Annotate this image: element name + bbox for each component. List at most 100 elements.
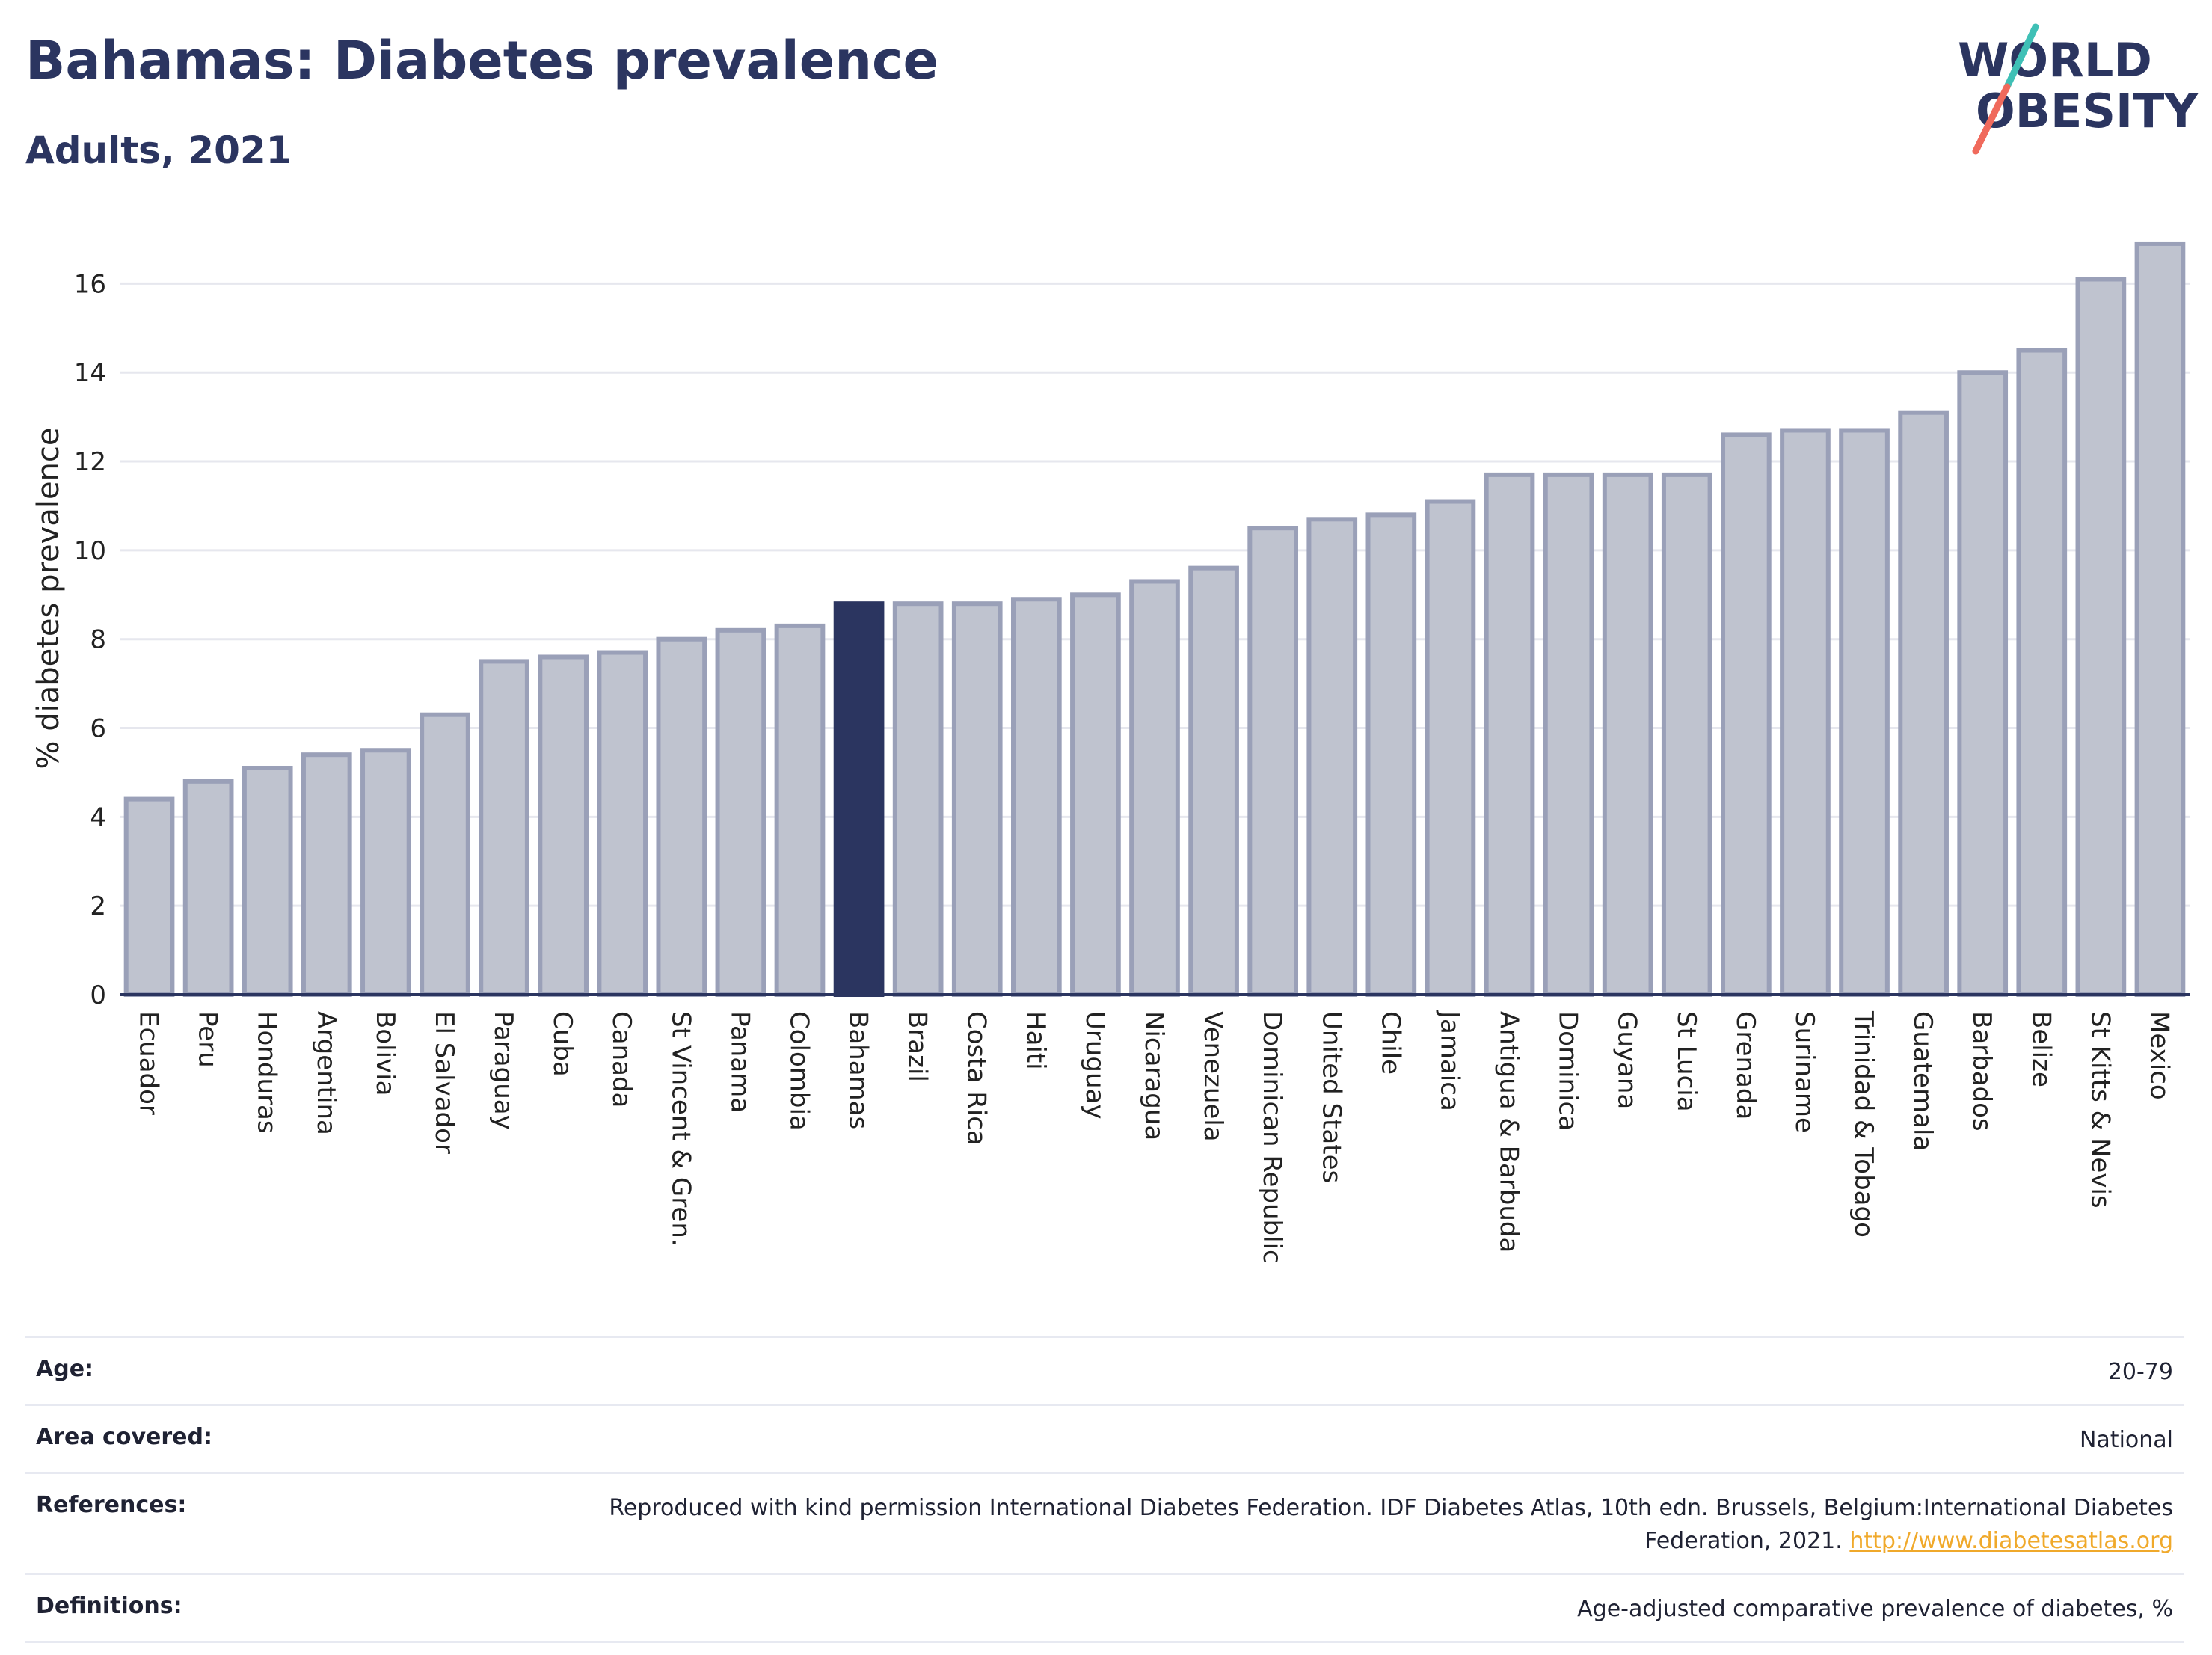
meta-value-text: Reproduced with kind permission Internat…: [609, 1495, 2173, 1554]
y-tick-label: 4: [90, 802, 106, 832]
y-tick-label: 14: [74, 358, 106, 388]
meta-key: Age:: [36, 1356, 94, 1382]
x-tick-label: Belize: [2026, 1011, 2056, 1087]
x-tick-label: Grenada: [1730, 1011, 1760, 1120]
x-tick-label: St Vincent & Gren.: [666, 1011, 695, 1247]
x-tick-label: Dominican Republic: [1257, 1011, 1287, 1264]
bar-canada[interactable]: [597, 650, 648, 997]
x-tick-label: Colombia: [784, 1011, 814, 1131]
bar-venezuela[interactable]: [1188, 565, 1239, 997]
bar-chart: 0 2 4 6 8 10 12 14 16 Ecuador Peru Honduras Argentin…: [31, 241, 2190, 1264]
chart-title: Bahamas: Diabetes prevalence: [25, 30, 939, 91]
bar-haiti[interactable]: [1010, 597, 1062, 997]
y-tick-label: 10: [74, 536, 106, 566]
bar-guatemala[interactable]: [1898, 410, 1949, 997]
x-tick-label: Antigua & Barbuda: [1494, 1011, 1524, 1253]
y-tick-label: 6: [90, 714, 106, 744]
meta-row: Age: 20-79: [25, 1336, 2184, 1404]
bar-united-states[interactable]: [1306, 517, 1358, 997]
x-tick-label: Canada: [606, 1011, 636, 1108]
bar-guyana[interactable]: [1602, 472, 1653, 997]
bar-dominican-republic[interactable]: [1247, 526, 1299, 997]
y-tick-label: 2: [90, 891, 106, 921]
x-tick-label: United States: [1316, 1011, 1346, 1183]
meta-row: References: Reproduced with kind permissi…: [25, 1472, 2184, 1573]
bar-brazil[interactable]: [892, 601, 944, 997]
bar-chile[interactable]: [1365, 512, 1417, 997]
bar-antigua-barbuda[interactable]: [1484, 472, 1535, 997]
meta-row: Area covered: National: [25, 1404, 2184, 1472]
bar-argentina[interactable]: [301, 752, 352, 997]
meta-key: Definitions:: [36, 1593, 182, 1619]
x-tick-label: Paraguay: [488, 1011, 518, 1130]
bar-st-lucia[interactable]: [1661, 472, 1712, 997]
x-tick-label: Panama: [725, 1011, 755, 1113]
x-tick-label: Ecuador: [134, 1011, 164, 1115]
bar-costa-rica[interactable]: [951, 601, 1003, 997]
bar-panama[interactable]: [715, 627, 766, 998]
logo-word-world: WORLD: [1958, 33, 2152, 87]
x-tick-label: Jamaica: [1434, 1010, 1464, 1111]
bar-dominica[interactable]: [1543, 472, 1594, 997]
meta-value: 20-79: [2108, 1356, 2173, 1389]
x-tick-label: Chile: [1375, 1011, 1405, 1075]
x-tick-label: Argentina: [311, 1011, 341, 1135]
labels: 0 2 4 6 8 10 12 14 16 Ecuador Peru Honduras Argentin…: [74, 269, 2175, 1263]
reference-link[interactable]: http://www.diabetesatlas.org: [1849, 1528, 2173, 1554]
world-obesity-logo[interactable]: WORLD OBESITY: [1944, 15, 2199, 165]
x-tick-label: Honduras: [252, 1011, 282, 1134]
meta-value: Reproduced with kind permission Internat…: [603, 1492, 2173, 1558]
x-tick-label: Haiti: [1021, 1011, 1051, 1070]
x-tick-label: Uruguay: [1080, 1011, 1110, 1120]
bar-belize[interactable]: [2016, 348, 2068, 997]
bar-grenada[interactable]: [1721, 432, 1772, 997]
x-tick-label: Nicaragua: [1139, 1011, 1169, 1140]
x-tick-label: St Kitts & Nevis: [2085, 1011, 2115, 1209]
y-tick-label: 12: [74, 447, 106, 477]
x-tick-label: El Salvador: [429, 1011, 459, 1154]
bar-peru[interactable]: [182, 779, 234, 997]
bar-bahamas[interactable]: [833, 601, 885, 997]
meta-key: Area covered:: [36, 1424, 212, 1450]
x-tick-label: Venezuela: [1198, 1011, 1228, 1142]
x-tick-label: Dominica: [1553, 1011, 1583, 1131]
meta-value: National: [2080, 1424, 2173, 1457]
meta-value-text: Age-adjusted comparative prevalence of d…: [1577, 1596, 2173, 1622]
meta-value-text: National: [2079, 1427, 2173, 1453]
bar-el-salvador[interactable]: [420, 712, 470, 997]
x-tick-label: Brazil: [903, 1011, 933, 1082]
meta-key: References:: [36, 1492, 187, 1518]
bar-honduras[interactable]: [242, 766, 293, 997]
bar-suriname[interactable]: [1780, 428, 1831, 997]
x-tick-label: Cuba: [547, 1011, 577, 1077]
x-tick-label: Guyana: [1612, 1011, 1642, 1109]
logo-slash-coral: [1972, 83, 2011, 155]
x-tick-label: Bolivia: [370, 1011, 400, 1096]
bar-barbados[interactable]: [1957, 370, 2009, 997]
bar-st-kitts-nevis[interactable]: [2075, 277, 2127, 997]
x-tick-label: Trinidad & Tobago: [1849, 1010, 1878, 1238]
bars: [123, 241, 2186, 998]
bar-ecuador[interactable]: [123, 796, 175, 998]
bar-mexico[interactable]: [2134, 241, 2186, 997]
y-tick-label: 16: [74, 269, 106, 299]
bar-uruguay[interactable]: [1070, 592, 1121, 997]
meta-row: Definitions: Age-adjusted comparative pre…: [25, 1573, 2184, 1643]
x-tick-label: Mexico: [2144, 1011, 2174, 1100]
chart-subtitle: Adults, 2021: [25, 129, 292, 172]
y-tick-label: 8: [90, 625, 106, 655]
bar-bolivia[interactable]: [360, 748, 411, 997]
x-tick-label: Guatemala: [1908, 1011, 1938, 1151]
bar-cuba[interactable]: [538, 654, 589, 997]
meta-value-text: 20-79: [2107, 1359, 2173, 1385]
bar-st-vincent-gren-[interactable]: [656, 636, 707, 997]
bar-nicaragua[interactable]: [1129, 579, 1180, 997]
bar-paraguay[interactable]: [479, 659, 529, 997]
bar-colombia[interactable]: [774, 623, 826, 997]
x-tick-label: St Lucia: [1671, 1011, 1701, 1112]
x-tick-label: Barbados: [1967, 1011, 1997, 1132]
x-tick-label: Costa Rica: [962, 1011, 992, 1146]
bar-jamaica[interactable]: [1425, 499, 1476, 997]
bar-trinidad-tobago[interactable]: [1839, 428, 1890, 997]
y-tick-label: 0: [90, 980, 106, 1010]
